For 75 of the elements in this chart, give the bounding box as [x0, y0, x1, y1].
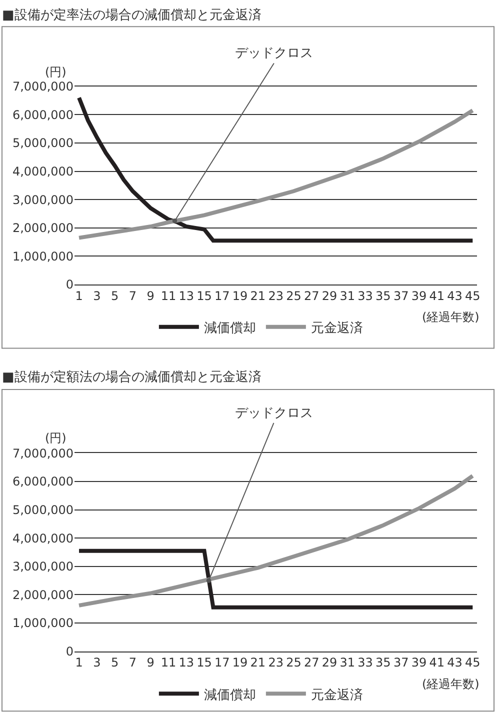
x-tick-label: 33 [358, 288, 373, 303]
y-tick-label: 1,000,000 [12, 249, 74, 264]
x-tick-label: 5 [110, 288, 119, 303]
legend-label: 元金返済 [310, 320, 363, 336]
y-tick-label: 4,000,000 [12, 531, 74, 546]
x-tick-label: 35 [376, 656, 391, 670]
y-axis-title: (円) [45, 431, 66, 445]
x-tick-label: 31 [340, 288, 356, 303]
y-tick-label: 7,000,000 [12, 446, 74, 460]
x-tick-label: 45 [465, 656, 480, 670]
x-tick-label: 5 [110, 656, 119, 670]
x-tick-label: 43 [447, 656, 462, 670]
x-tick-label: 17 [214, 656, 230, 670]
x-tick-label: 15 [196, 288, 212, 303]
x-tick-label: 27 [304, 656, 320, 670]
x-tick-label: 3 [93, 288, 101, 303]
x-tick-label: 23 [268, 656, 284, 670]
y-tick-label: 0 [66, 644, 74, 658]
y-tick-label: 5,000,000 [12, 136, 74, 150]
annotation: デッドクロス [235, 46, 313, 61]
x-tick-label: 39 [411, 656, 427, 670]
x-tick-label: 45 [465, 288, 480, 303]
x-tick-label: 27 [304, 288, 320, 303]
y-tick-label: 5,000,000 [12, 502, 74, 517]
x-tick-label: 31 [340, 656, 356, 670]
line-series [77, 474, 475, 608]
y-tick-label: 6,000,000 [12, 108, 74, 122]
x-tick-label: 1 [75, 656, 83, 670]
chart-title: ■設備が定額法の場合の減価償却と元金返済 [2, 369, 262, 385]
legend-label: 元金返済 [310, 686, 363, 703]
x-tick-label: 41 [429, 656, 444, 670]
x-tick-label: 19 [232, 656, 248, 670]
x-tick-label: 13 [178, 656, 194, 670]
y-tick-label: 0 [66, 278, 74, 292]
x-tick-label: 7 [128, 656, 137, 670]
x-tick-label: 35 [376, 288, 391, 303]
x-tick-label: 37 [393, 656, 409, 670]
y-tick-label: 2,000,000 [12, 588, 74, 602]
x-tick-label: 37 [393, 288, 409, 303]
y-tick-label: 2,000,000 [12, 221, 74, 236]
y-tick-label: 4,000,000 [12, 164, 74, 179]
x-axis-title: (経過年数) [422, 310, 480, 324]
x-tick-label: 33 [358, 656, 373, 670]
x-tick-label: 15 [196, 656, 212, 670]
x-tick-label: 11 [160, 656, 176, 670]
x-tick-label: 23 [268, 288, 284, 303]
y-tick-label: 7,000,000 [12, 80, 74, 94]
x-tick-label: 29 [322, 656, 338, 670]
x-tick-label: 25 [286, 288, 302, 303]
chart-title: ■設備が定率法の場合の減価償却と元金返済 [2, 7, 262, 23]
x-tick-label: 7 [128, 288, 137, 303]
x-tick-label: 19 [232, 288, 248, 303]
x-tick-label: 9 [146, 288, 154, 303]
y-tick-label: 3,000,000 [12, 192, 74, 207]
legend-label: 減価償却 [204, 321, 256, 336]
x-tick-label: 21 [250, 656, 266, 670]
x-tick-label: 1 [75, 288, 83, 303]
legend-label: 減価償却 [204, 688, 256, 703]
y-tick-label: 6,000,000 [12, 474, 74, 489]
x-tick-label: 21 [250, 288, 266, 303]
x-tick-label: 29 [322, 288, 338, 303]
y-tick-label: 3,000,000 [12, 560, 74, 574]
annotation: デッドクロス [235, 406, 313, 421]
x-tick-label: 11 [160, 288, 176, 303]
x-tick-label: 39 [411, 288, 427, 303]
x-tick-label: 41 [429, 288, 444, 303]
x-tick-label: 17 [214, 288, 230, 303]
x-tick-label: 13 [178, 288, 194, 303]
x-tick-label: 3 [93, 656, 101, 670]
x-tick-label: 43 [447, 288, 462, 303]
x-tick-label: 9 [146, 656, 154, 670]
x-axis-title: (経過年数) [422, 677, 480, 691]
y-tick-label: 1,000,000 [12, 616, 74, 630]
x-tick-label: 25 [286, 656, 302, 670]
y-axis-title: (円) [45, 65, 66, 79]
